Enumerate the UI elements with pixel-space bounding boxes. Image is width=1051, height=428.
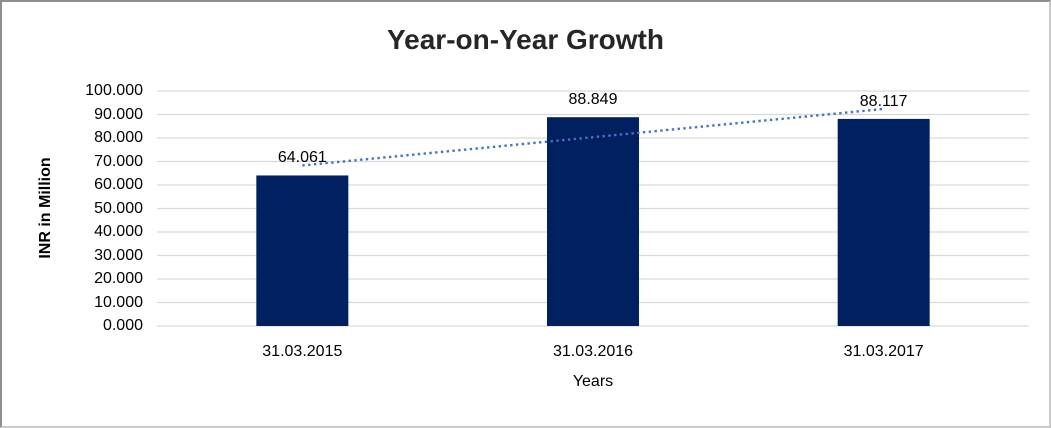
bars-group: [256, 117, 930, 326]
x-tick-label: 31.03.2017: [843, 343, 924, 360]
y-tick-label: 40.000: [94, 223, 143, 240]
bar: [256, 175, 349, 326]
y-tick-label: 100.000: [85, 82, 143, 99]
trendline-group: [302, 107, 884, 167]
y-tick-label: 10.000: [94, 293, 143, 311]
bar: [837, 118, 930, 326]
bar-value-label: 64.061: [277, 149, 327, 167]
bar: [547, 117, 639, 326]
trendline: [302, 107, 884, 167]
x-axis-title: Years: [572, 373, 614, 390]
y-tick-label: 60.000: [94, 176, 143, 193]
bar-value-label: 88.117: [859, 92, 908, 110]
y-tick-label: 50.000: [94, 199, 143, 217]
bar-value-label: 88.849: [568, 91, 618, 109]
x-tick-label: 31.03.2016: [552, 343, 634, 360]
y-tick-label: 80.000: [94, 129, 143, 146]
y-tick-label: 70.000: [94, 152, 143, 170]
y-tick-label: 0.000: [102, 317, 143, 334]
chart-title: Year-on-Year Growth: [387, 24, 664, 55]
y-tick-label: 20.000: [94, 270, 143, 287]
y-tick-label: 90.000: [94, 105, 143, 123]
x-tick-label: 31.03.2015: [262, 343, 343, 360]
y-tick-label: 30.000: [94, 246, 143, 264]
